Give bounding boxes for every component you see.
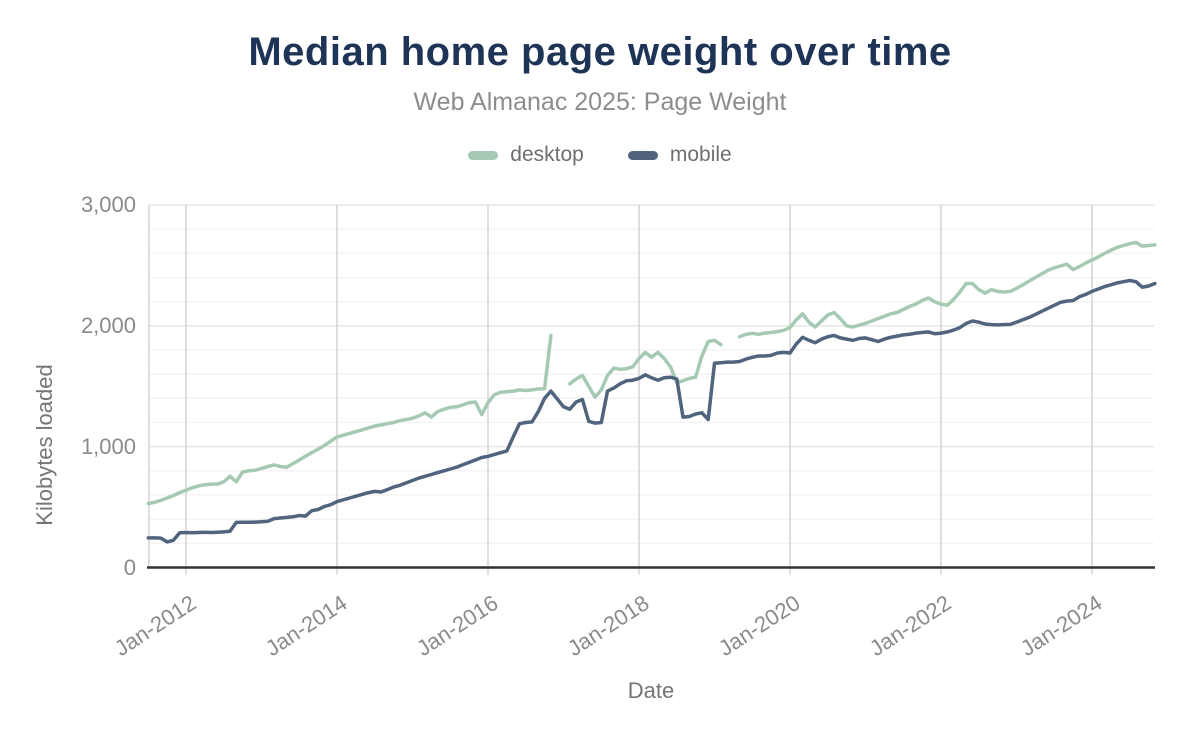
chart-title: Median home page weight over time: [248, 30, 952, 74]
legend-label-mobile: mobile: [669, 143, 732, 166]
x-axis-title: Date: [627, 678, 675, 703]
desktop-series-line[interactable]: [146, 240, 1157, 506]
legend-swatch-desktop-icon: [468, 150, 499, 160]
legend-label-desktop: desktop: [510, 143, 584, 166]
legend-item-mobile[interactable]: mobile: [627, 143, 732, 167]
y-tick-label: 3,000: [80, 192, 136, 217]
legend-item-desktop[interactable]: desktop: [468, 143, 584, 167]
legend: desktop mobile: [0, 143, 1200, 167]
y-tick-label: 1,000: [80, 433, 136, 459]
legend-swatch-mobile-icon: [627, 150, 658, 160]
y-axis-title: Kilobytes loaded: [32, 364, 57, 526]
chart-subtitle: Web Almanac 2025: Page Weight: [413, 88, 787, 116]
mobile-series-line[interactable]: [146, 278, 1157, 544]
y-tick-label: 0: [123, 554, 136, 580]
y-tick-label: 2,000: [80, 312, 136, 338]
